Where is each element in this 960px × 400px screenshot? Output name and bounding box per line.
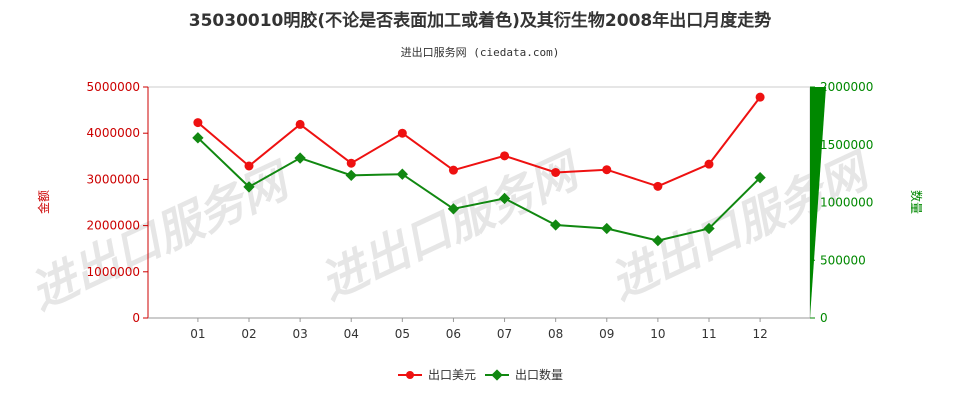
x-tick-label: 11 [701,327,716,341]
x-tick-label: 01 [190,327,205,341]
legend-marker-export-usd [406,371,414,379]
data-point-export-usd [346,158,356,168]
data-point-export-qty [294,152,306,164]
x-tick-label: 07 [497,327,512,341]
legend-label-export-usd: 出口美元 [428,368,476,382]
data-point-export-qty [550,219,562,231]
x-tick-label: 06 [446,327,461,341]
y-right-tick-label: 1500000 [820,138,873,152]
data-point-export-qty [192,132,204,144]
data-point-export-usd [653,181,663,191]
y-left-tick-label: 4000000 [87,126,140,140]
legend: 出口美元 出口数量 [398,367,563,382]
data-point-export-qty [498,192,511,205]
data-point-export-qty [447,203,460,215]
x-tick-label: 12 [752,327,767,341]
y-right-tick-label: 500000 [820,253,866,267]
data-point-export-qty [652,234,664,247]
x-tick-label: 03 [292,327,307,341]
y-right-tick-label: 0 [820,311,828,325]
watermark-text-3: 进出口服务网 [602,142,880,310]
legend-item-export-usd: 出口美元 [398,368,476,382]
data-point-export-qty [703,222,715,235]
x-tick-label: 04 [344,327,359,341]
x-tick-label: 02 [241,327,256,341]
legend-marker-export-qty [491,369,503,381]
data-point-export-usd [193,118,203,128]
series-layer [192,92,766,247]
data-point-export-qty [601,222,613,235]
y-axis-right-ticks: 0 500000 1000000 1500000 2000000 [810,80,873,325]
y-left-tick-label: 1000000 [87,265,140,279]
data-point-export-qty [396,168,408,180]
x-tick-label: 08 [548,327,563,341]
y-axis-left-label: 金额 [36,190,51,214]
data-point-export-qty [345,169,357,182]
y-left-tick-label: 0 [132,311,140,325]
data-point-export-qty [243,181,255,193]
x-tick-label: 09 [599,327,614,341]
x-tick-label: 05 [395,327,410,341]
watermark-text-1: 进出口服务网 [22,152,300,320]
data-point-export-qty [754,172,766,184]
data-point-export-usd [244,161,254,171]
data-point-export-usd [448,165,458,175]
y-left-tick-label: 3000000 [87,172,140,186]
data-point-export-usd [397,128,407,138]
chart-subtitle: 进出口服务网 (ciedata.com) [401,45,560,59]
data-point-export-usd [704,159,714,169]
data-point-export-usd [500,151,510,161]
data-point-export-usd [295,119,305,129]
legend-label-export-qty: 出口数量 [515,367,563,382]
series-line-0 [197,96,761,188]
series-line-1 [197,137,761,242]
data-point-export-usd [551,167,561,177]
y-left-tick-label: 2000000 [87,219,140,233]
y-left-tick-label: 5000000 [87,80,140,94]
y-axis-right-label: 数量 [909,190,924,214]
data-point-export-usd [602,165,612,175]
y-axis-left-ticks: 0 1000000 2000000 3000000 4000000 5000000 [87,80,148,325]
x-axis-ticks: 01 02 03 04 05 06 07 08 09 10 11 12 [190,318,768,341]
y-right-tick-label: 2000000 [820,80,873,94]
data-point-export-usd [755,92,765,102]
x-tick-label: 10 [650,327,665,341]
legend-item-export-qty: 出口数量 [485,367,563,382]
chart-title: 35030010明胶(不论是否表面加工或着色)及其衍生物2008年出口月度走势 [189,10,771,31]
y-right-tick-label: 1000000 [820,196,873,210]
